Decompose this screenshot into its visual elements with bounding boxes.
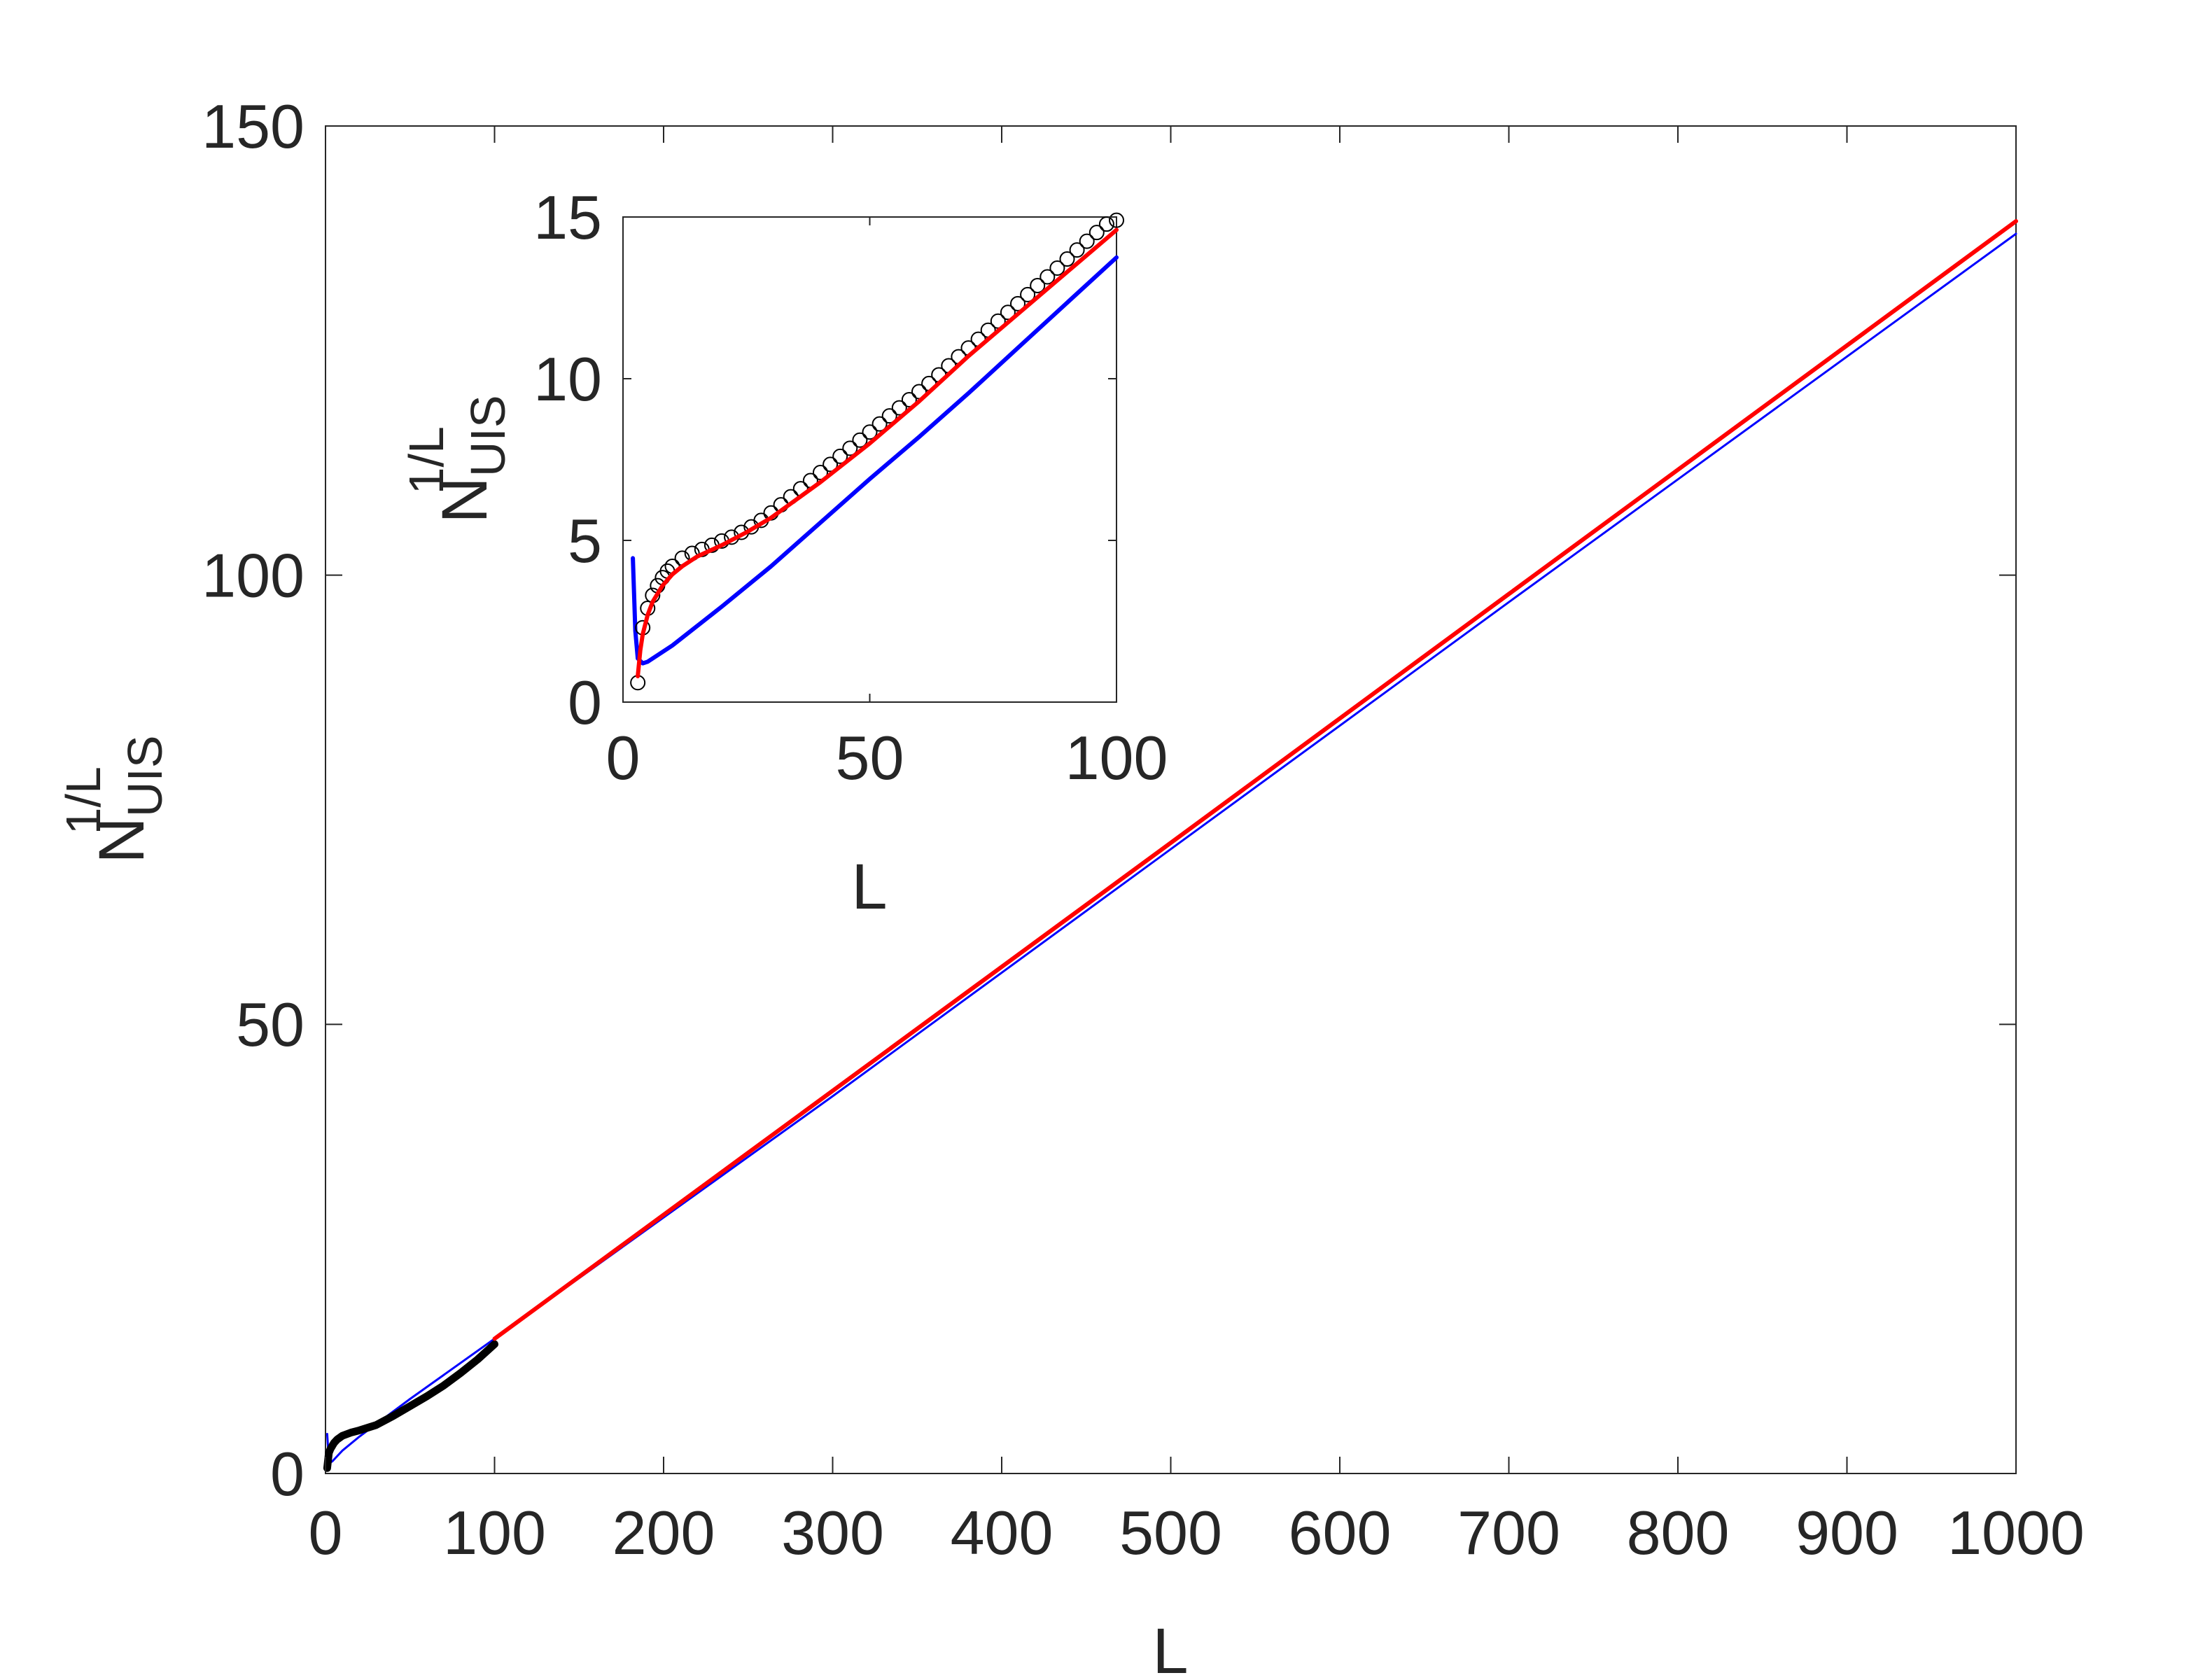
inset-marker (822, 456, 839, 472)
inset-series-layer (630, 212, 1124, 691)
inset-x-tick-label: 100 (1065, 723, 1168, 792)
main-y-axis-label-base: N (86, 817, 158, 863)
inset-y-axis-label-base: N (429, 477, 500, 523)
inset-y-axis-label: NUIS1/L (399, 395, 515, 523)
inset-marker (1020, 286, 1036, 302)
main-x-tick-label: 0 (309, 1498, 343, 1567)
inset-marker (891, 400, 907, 416)
inset-marker (813, 464, 828, 480)
inset-marker (1040, 269, 1056, 285)
inset-marker (862, 424, 878, 440)
main-x-tick-label: 600 (1289, 1498, 1392, 1567)
inset-marker (1000, 304, 1016, 321)
main-x-tick-label: 900 (1795, 1498, 1898, 1567)
inset-marker (1079, 233, 1095, 249)
inset-x-tick-label: 0 (606, 723, 640, 792)
main-series-line-1 (323, 1340, 498, 1472)
inset-marker (1049, 260, 1065, 276)
inset-x-ticks: 0 50 100 (606, 217, 1168, 792)
inset-y-tick-label: 0 (568, 668, 602, 737)
main-x-tick-label: 100 (443, 1498, 546, 1567)
inset-marker (842, 440, 858, 456)
main-plot-frame (325, 125, 2017, 1474)
main-x-tick-label: 200 (612, 1498, 715, 1567)
main-y-tick-label: 150 (202, 92, 304, 161)
inset-x-tick-label: 50 (836, 723, 904, 792)
inset-y-axis-label-sup: 1/L (399, 426, 454, 494)
main-x-tick-label: 300 (781, 1498, 884, 1567)
inset-marker (1010, 295, 1026, 312)
inset-marker (881, 408, 897, 424)
inset-marker (1069, 242, 1085, 258)
inset-marker (1098, 216, 1114, 232)
inset-marker (901, 392, 917, 408)
main-x-ticks: 0 100 200 300 400 500 600 700 800 900 1000 (309, 126, 2085, 1567)
main-axes: 0 100 200 300 400 500 600 700 800 900 1000 0501001… (56, 92, 2085, 1680)
inset-marker (872, 416, 888, 432)
inset-marker (852, 432, 868, 448)
inset-axes: 0 50 100 0 5 10 15 L NUIS1/L (399, 183, 1168, 923)
main-y-tick-label: 50 (236, 990, 304, 1059)
main-x-tick-label: 500 (1119, 1498, 1222, 1567)
inset-y-ticks: 0 5 10 15 (533, 183, 1116, 737)
inset-y-tick-label: 10 (533, 344, 602, 414)
main-y-axis-label: NUIS1/L (56, 735, 172, 863)
main-x-tick-label: 800 (1627, 1498, 1730, 1567)
main-y-tick-label: 100 (202, 540, 304, 610)
main-x-tick-label: 700 (1457, 1498, 1560, 1567)
main-y-axis-label-sub: UIS (118, 735, 172, 817)
main-x-axis-label: L (1152, 1616, 1188, 1680)
main-series-line-2 (492, 219, 2018, 1341)
main-x-tick-label: 400 (951, 1498, 1054, 1567)
inset-marker (1088, 225, 1105, 241)
inset-x-axis-label: L (851, 851, 887, 923)
inset-marker (1059, 251, 1075, 267)
inset-y-tick-label: 5 (568, 506, 602, 575)
main-y-tick-label: 0 (270, 1439, 304, 1508)
inset-series-line-2 (636, 227, 1119, 678)
inset-marker (1030, 277, 1046, 293)
inset-y-tick-label: 15 (533, 183, 602, 252)
main-series-layer (323, 219, 2018, 1472)
inset-marker (1109, 212, 1124, 228)
inset-y-axis-label-sub: UIS (461, 395, 515, 477)
main-x-tick-label: 1000 (1947, 1498, 2085, 1567)
inset-marker (832, 448, 848, 464)
main-y-axis-label-sup: 1/L (56, 766, 111, 834)
